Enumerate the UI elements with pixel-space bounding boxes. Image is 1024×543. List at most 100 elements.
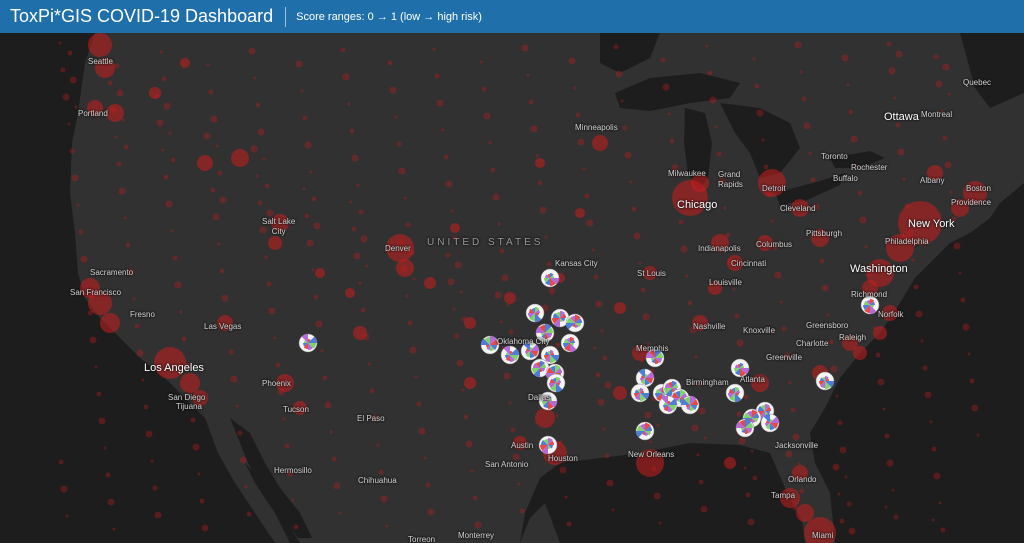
- county-dot: [295, 60, 303, 68]
- hotspot-marker[interactable]: [100, 313, 120, 333]
- toxpi-glyph[interactable]: [520, 341, 540, 361]
- toxpi-glyph[interactable]: [725, 383, 745, 403]
- map-view[interactable]: Seattle Portland Sacramento San Francisc…: [0, 33, 1024, 543]
- hotspot-marker[interactable]: [592, 135, 608, 151]
- hotspot-marker[interactable]: [95, 58, 115, 78]
- hotspot-marker[interactable]: [692, 315, 708, 331]
- toxpi-glyph[interactable]: [538, 435, 558, 455]
- toxpi-glyph[interactable]: [540, 268, 560, 288]
- city-label-cleveland: Cleveland: [780, 204, 816, 213]
- toxpi-slice: [770, 419, 773, 423]
- hotspot-marker[interactable]: [88, 33, 112, 57]
- hotspot-marker[interactable]: [504, 292, 516, 304]
- hotspot-marker[interactable]: [951, 199, 969, 217]
- hotspot-marker[interactable]: [886, 234, 914, 262]
- toxpi-glyph[interactable]: [645, 348, 665, 368]
- hotspot-marker[interactable]: [386, 234, 414, 262]
- hotspot-marker[interactable]: [231, 149, 249, 167]
- hotspot-marker[interactable]: [513, 436, 527, 450]
- hotspot-marker[interactable]: [268, 236, 282, 250]
- hotspot-marker[interactable]: [873, 326, 887, 340]
- toxpi-glyph[interactable]: [480, 335, 500, 355]
- hotspot-marker[interactable]: [708, 281, 722, 295]
- county-dot: [132, 297, 136, 301]
- toxpi-glyph[interactable]: [298, 333, 318, 353]
- hotspot-marker[interactable]: [636, 449, 664, 477]
- county-dot: [669, 138, 675, 144]
- hotspot-marker[interactable]: [711, 234, 729, 252]
- hotspot-marker[interactable]: [780, 488, 800, 508]
- hotspot-marker[interactable]: [149, 87, 161, 99]
- hotspot-marker[interactable]: [88, 291, 112, 315]
- hotspot-marker[interactable]: [862, 280, 878, 296]
- toxpi-glyph[interactable]: [760, 413, 780, 433]
- hotspot-marker[interactable]: [643, 266, 657, 280]
- hotspot-marker[interactable]: [180, 373, 200, 393]
- toxpi-glyph[interactable]: [525, 303, 545, 323]
- hotspot-marker[interactable]: [691, 174, 709, 192]
- toxpi-glyph[interactable]: [658, 395, 678, 415]
- county-dot: [237, 430, 243, 436]
- toxpi-glyph[interactable]: [500, 345, 520, 365]
- hotspot-marker[interactable]: [345, 288, 355, 298]
- hotspot-marker[interactable]: [613, 386, 627, 400]
- hotspot-marker[interactable]: [842, 335, 858, 351]
- hotspot-marker[interactable]: [751, 374, 769, 392]
- hotspot-marker[interactable]: [575, 208, 585, 218]
- toxpi-glyph[interactable]: [530, 358, 550, 378]
- hotspot-marker[interactable]: [192, 390, 208, 406]
- toxpi-glyph[interactable]: [540, 345, 560, 365]
- hotspot-marker[interactable]: [180, 58, 190, 68]
- toxpi-glyph[interactable]: [860, 295, 880, 315]
- hotspot-marker[interactable]: [927, 165, 943, 181]
- hotspot-marker[interactable]: [276, 374, 294, 392]
- hotspot-marker[interactable]: [614, 302, 626, 314]
- toxpi-glyph[interactable]: [560, 333, 580, 353]
- hotspot-marker[interactable]: [792, 465, 808, 481]
- hotspot-marker[interactable]: [353, 326, 367, 340]
- hotspot-marker[interactable]: [106, 104, 124, 122]
- toxpi-glyph[interactable]: [735, 418, 755, 438]
- toxpi-glyph[interactable]: [546, 373, 566, 393]
- hotspot-marker[interactable]: [866, 259, 894, 287]
- toxpi-glyph[interactable]: [538, 391, 558, 411]
- hotspot-marker[interactable]: [853, 346, 867, 360]
- toxpi-glyph[interactable]: [550, 308, 570, 328]
- hotspot-marker[interactable]: [727, 255, 743, 271]
- hotspot-marker[interactable]: [197, 155, 213, 171]
- hotspot-marker[interactable]: [396, 259, 414, 277]
- toxpi-glyph[interactable]: [630, 383, 650, 403]
- hotspot-marker[interactable]: [791, 199, 809, 217]
- hotspot-marker[interactable]: [963, 181, 987, 205]
- hotspot-marker[interactable]: [87, 100, 103, 116]
- toxpi-glyph[interactable]: [730, 358, 750, 378]
- hotspot-marker[interactable]: [758, 169, 786, 197]
- hotspot-marker[interactable]: [424, 277, 436, 289]
- toxpi-glyph[interactable]: [565, 313, 585, 333]
- hotspot-marker[interactable]: [898, 201, 942, 245]
- hotspot-marker[interactable]: [450, 223, 460, 233]
- hotspot-marker[interactable]: [882, 305, 898, 321]
- hotspot-marker[interactable]: [632, 345, 648, 361]
- hotspot-marker[interactable]: [217, 315, 233, 331]
- toxpi-slice: [552, 378, 556, 383]
- hotspot-marker[interactable]: [293, 401, 307, 415]
- hotspot-marker[interactable]: [464, 317, 476, 329]
- hotspot-marker[interactable]: [804, 517, 836, 543]
- toxpi-slice: [530, 344, 539, 351]
- hotspot-marker[interactable]: [154, 347, 186, 379]
- hotspot-marker[interactable]: [757, 235, 773, 251]
- hotspot-marker[interactable]: [724, 457, 736, 469]
- hotspot-marker[interactable]: [464, 377, 476, 389]
- toxpi-glyph[interactable]: [635, 368, 655, 388]
- toxpi-glyph[interactable]: [535, 323, 555, 343]
- hotspot-marker[interactable]: [796, 504, 814, 522]
- toxpi-glyph[interactable]: [635, 421, 655, 441]
- toxpi-glyph[interactable]: [815, 371, 835, 391]
- hotspot-marker[interactable]: [271, 214, 289, 232]
- hotspot-marker[interactable]: [535, 158, 545, 168]
- toxpi-glyph[interactable]: [680, 395, 700, 415]
- hotspot-marker[interactable]: [811, 229, 829, 247]
- hotspot-marker[interactable]: [315, 268, 325, 278]
- hotspot-marker[interactable]: [535, 408, 555, 428]
